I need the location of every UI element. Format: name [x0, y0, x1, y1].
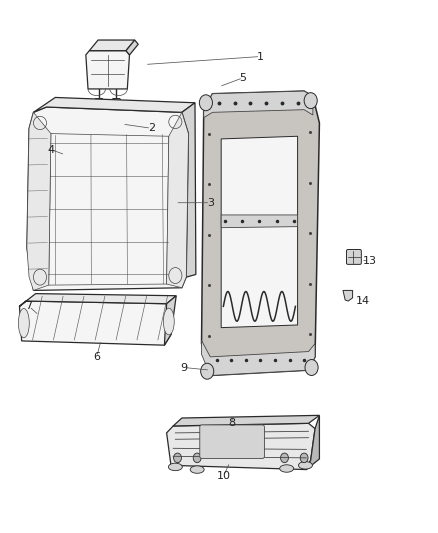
Text: 4: 4: [47, 144, 54, 155]
PathPatch shape: [49, 134, 169, 285]
PathPatch shape: [89, 40, 135, 51]
PathPatch shape: [164, 296, 176, 345]
Ellipse shape: [18, 309, 29, 338]
Text: 5: 5: [240, 73, 247, 83]
Circle shape: [305, 360, 318, 375]
PathPatch shape: [221, 136, 297, 328]
Text: 3: 3: [207, 198, 214, 208]
PathPatch shape: [173, 415, 319, 426]
PathPatch shape: [166, 423, 315, 470]
FancyBboxPatch shape: [346, 249, 361, 264]
Text: 13: 13: [363, 256, 377, 266]
Ellipse shape: [190, 466, 204, 473]
PathPatch shape: [343, 290, 353, 301]
Ellipse shape: [280, 465, 293, 472]
Circle shape: [199, 95, 212, 111]
PathPatch shape: [27, 107, 188, 290]
PathPatch shape: [306, 415, 319, 470]
Text: 10: 10: [216, 472, 230, 481]
PathPatch shape: [86, 51, 130, 89]
Ellipse shape: [298, 462, 312, 469]
Ellipse shape: [168, 463, 182, 471]
PathPatch shape: [19, 294, 176, 306]
Text: 8: 8: [229, 418, 236, 429]
PathPatch shape: [201, 91, 319, 375]
FancyBboxPatch shape: [113, 111, 120, 120]
Circle shape: [300, 453, 308, 463]
PathPatch shape: [221, 215, 297, 228]
PathPatch shape: [33, 98, 195, 112]
Circle shape: [193, 453, 201, 463]
Circle shape: [281, 453, 288, 463]
PathPatch shape: [166, 112, 188, 288]
FancyBboxPatch shape: [200, 425, 265, 458]
Text: 9: 9: [180, 362, 187, 373]
PathPatch shape: [27, 112, 51, 290]
Circle shape: [304, 93, 317, 109]
PathPatch shape: [204, 91, 313, 118]
Text: 14: 14: [356, 296, 370, 306]
Text: 6: 6: [93, 352, 100, 362]
Text: 1: 1: [257, 52, 264, 61]
FancyBboxPatch shape: [95, 99, 103, 109]
PathPatch shape: [19, 301, 171, 345]
FancyBboxPatch shape: [113, 99, 120, 109]
Ellipse shape: [163, 308, 174, 335]
Text: 2: 2: [148, 123, 155, 133]
Circle shape: [201, 364, 214, 379]
PathPatch shape: [182, 103, 196, 277]
PathPatch shape: [201, 341, 315, 375]
Text: 7: 7: [25, 301, 33, 311]
Circle shape: [173, 453, 181, 463]
FancyBboxPatch shape: [95, 111, 102, 120]
PathPatch shape: [126, 40, 138, 55]
